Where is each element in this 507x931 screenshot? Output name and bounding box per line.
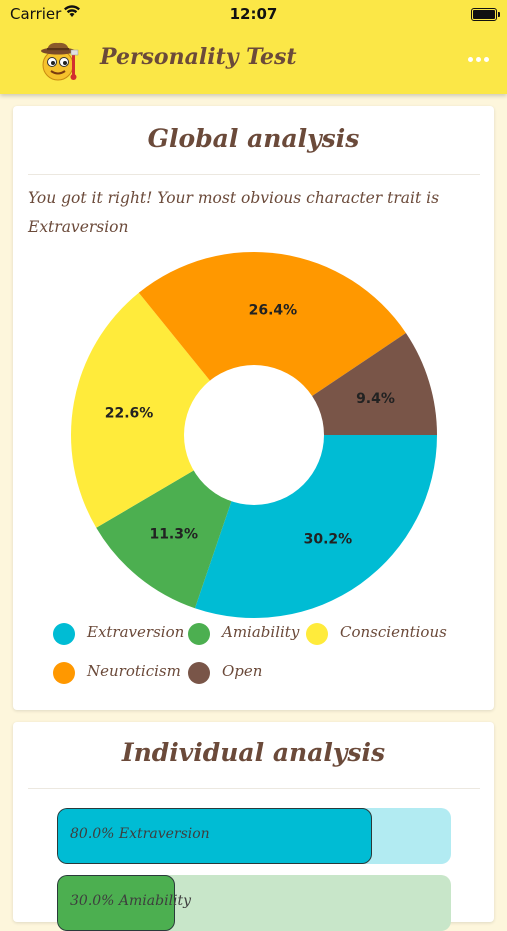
title-divider: [28, 788, 480, 789]
app-logo-icon: [41, 42, 79, 81]
individual-analysis-card: Individual analysis 80.0% Extraversion 3…: [13, 722, 494, 931]
legend-swatch: [306, 623, 328, 645]
global-analysis-card: Global analysis You got it right! Your m…: [13, 106, 494, 710]
title-divider: [28, 174, 480, 175]
slice-conscientious[interactable]: [71, 292, 254, 528]
app-title: Personality Test: [100, 44, 297, 70]
personality-donut-chart: 30.2% 11.3% 22.6% 26.4% 9.4%: [71, 252, 437, 618]
battery-icon: [471, 8, 500, 21]
individual-analysis-title: Individual analysis: [121, 738, 386, 767]
legend-swatch: [53, 662, 75, 684]
legend-swatch: [188, 623, 210, 645]
trait-bar-label: 80.0% Extraversion: [70, 826, 210, 842]
trait-bar: 30.0% Amiability: [57, 875, 451, 931]
result-text: You got it right! Your most obvious char…: [28, 189, 440, 236]
global-analysis-title: Global analysis: [147, 124, 360, 153]
legend-label: Open: [222, 662, 263, 680]
trait-bar-fill: [57, 808, 373, 864]
status-bar: Carrier 12:07: [0, 0, 507, 30]
slice-label: 9.4%: [356, 391, 395, 407]
slice-label: 22.6%: [105, 405, 154, 421]
trait-bar-label: 30.0% Amiability: [70, 893, 192, 909]
slice-label: 26.4%: [249, 302, 298, 318]
legend-swatch: [53, 623, 75, 645]
status-time: 12:07: [229, 5, 278, 23]
legend-label: Amiability: [222, 623, 300, 641]
app-header: Carrier 12:07 Personality Test: [0, 0, 507, 94]
donut-hole: [184, 365, 324, 505]
slice-label: 30.2%: [304, 531, 353, 547]
legend-label: Extraversion: [87, 623, 185, 641]
slice-neuroticism[interactable]: [138, 252, 406, 435]
legend-label: Conscientious: [340, 623, 447, 641]
carrier-label: Carrier: [10, 5, 62, 23]
trait-bar: 80.0% Extraversion: [57, 808, 451, 864]
legend-swatch: [188, 662, 210, 684]
legend-label: Neuroticism: [87, 662, 181, 680]
more-options-icon[interactable]: [468, 56, 490, 64]
slice-label: 11.3%: [149, 526, 198, 542]
wifi-icon: [64, 5, 80, 17]
